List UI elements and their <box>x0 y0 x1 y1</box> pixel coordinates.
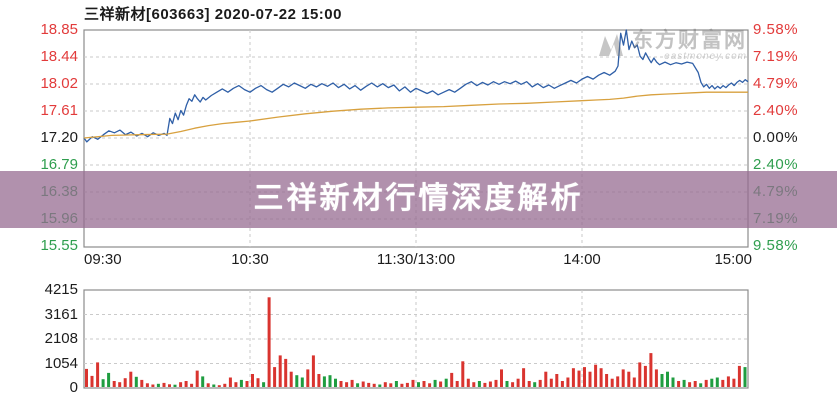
volume-axis-label: 2108 <box>44 330 78 347</box>
percent-axis-label: 9.58% <box>753 237 799 254</box>
percent-axis-label: 9.58% <box>753 21 799 38</box>
price-axis-label: 17.20 <box>40 129 78 146</box>
volume-axis-label: 0 <box>69 379 78 396</box>
eastmoney-logo-icon <box>599 34 623 56</box>
page-title: 三祥新材[603663] 2020-07-22 15:00 <box>84 6 342 23</box>
price-axis-label: 18.44 <box>40 48 78 65</box>
price-axis-label: 18.85 <box>40 21 78 38</box>
watermark-name: 东方财富网 <box>632 29 747 52</box>
time-axis-label: 14:00 <box>563 251 601 268</box>
percent-axis-label: 2.40% <box>753 102 799 119</box>
price-axis-label: 18.02 <box>40 75 78 92</box>
volume-axis-label: 3161 <box>44 305 78 323</box>
percent-axis-label: 2.40% <box>753 156 799 173</box>
price-axis-label: 15.55 <box>40 237 78 254</box>
watermark-subtext: eastmoney.com <box>664 51 747 62</box>
percent-axis-label: 7.19% <box>753 48 799 65</box>
time-axis-label: 15:00 <box>714 251 752 268</box>
price-axis-label: 17.61 <box>40 102 78 119</box>
time-axis-label: 11:30/13:00 <box>376 251 456 268</box>
caption-banner: 三祥新材行情深度解析 <box>0 171 837 228</box>
volume-axis-label: 4215 <box>44 281 78 298</box>
percent-axis-label: 4.79% <box>753 75 799 92</box>
time-axis-label: 10:30 <box>231 251 269 268</box>
volume-axis-label: 1054 <box>44 354 78 372</box>
caption-banner-text: 三祥新材行情深度解析 <box>253 182 584 215</box>
price-axis-label: 16.79 <box>40 156 78 173</box>
watermark: 东方财富网 eastmoney.com <box>597 30 747 62</box>
time-axis-label: 09:30 <box>84 251 122 268</box>
percent-axis-label: 0.00% <box>753 129 799 146</box>
